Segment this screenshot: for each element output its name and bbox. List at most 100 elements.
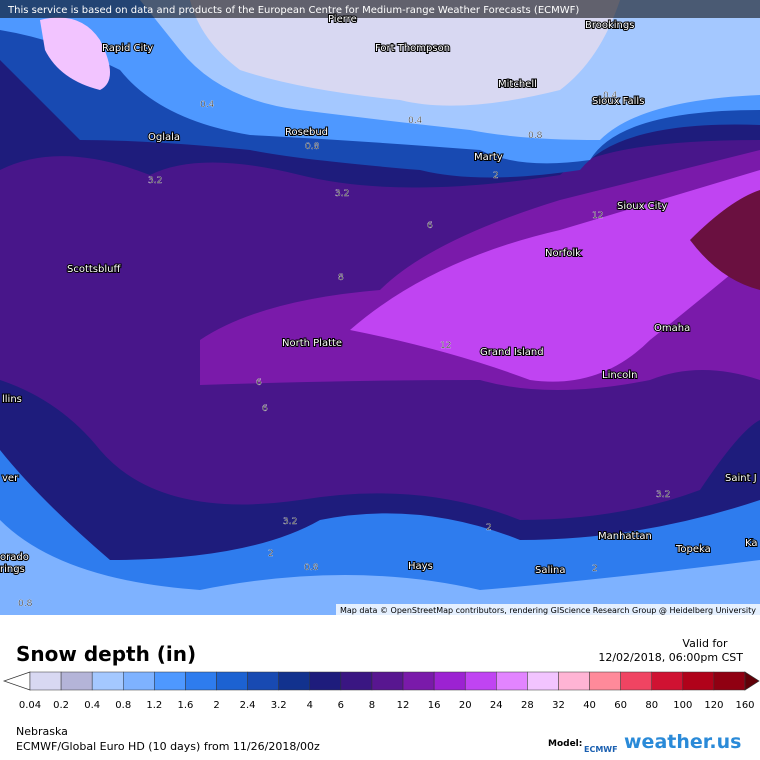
brand: weather.us xyxy=(624,731,741,753)
colorbar-swatch xyxy=(713,671,746,691)
contour-labels: 0.4 0.4 0.8 0.8 2 3.2 6 12 8 12 6 6 3.2 … xyxy=(18,91,671,609)
colorbar-label: 4 xyxy=(307,700,313,711)
band-16 xyxy=(350,170,760,382)
contour-label: 12 xyxy=(592,211,603,221)
colorbar-swatch xyxy=(620,671,652,691)
colorbar: 0.04 0.2 0.4 0.8 1.2 1.6 2 2.4 3.2 4 6 8 12 16 20 24 28 3… xyxy=(2,671,760,711)
contour-label: 0.8 xyxy=(18,599,33,609)
band-0 xyxy=(190,0,620,106)
colorbar-swatch xyxy=(278,671,311,691)
colorbar-label: 0.2 xyxy=(53,700,69,711)
city: Lincoln xyxy=(602,370,637,381)
colorbar-label: 28 xyxy=(521,700,534,711)
colorbar-label: 2 xyxy=(213,700,219,711)
colorbar-swatch xyxy=(29,671,62,691)
city: Sioux City xyxy=(617,201,667,212)
city: Pierre xyxy=(328,14,357,25)
city: Salina xyxy=(535,565,566,576)
colorbar-swatch xyxy=(527,671,559,691)
city: orado xyxy=(0,552,29,563)
model-label: Model: xyxy=(548,739,582,749)
colorbar-swatch xyxy=(340,671,373,691)
colorbar-swatch xyxy=(433,671,466,691)
notice: This service is based on data and produc… xyxy=(7,5,579,16)
city: Grand Island xyxy=(480,347,544,358)
city: Brookings xyxy=(585,20,634,31)
colorbar-swatch xyxy=(123,671,155,691)
region: Nebraska xyxy=(16,725,68,738)
attribution: Map data © OpenStreetMap contributors, r… xyxy=(340,606,756,615)
band-s04 xyxy=(0,520,760,615)
colorbar-swatch xyxy=(154,671,186,691)
colorbar-swatch xyxy=(589,671,621,691)
attribution-bg xyxy=(336,604,760,615)
colorbar-label: 100 xyxy=(673,700,692,711)
colorbar-label: 2.4 xyxy=(240,700,256,711)
blob-rapid xyxy=(40,17,110,90)
colorbar-swatch xyxy=(651,671,684,691)
contour-label: 0.8 xyxy=(304,563,319,573)
colorbar-swatch xyxy=(247,671,279,691)
city-labels: Pierre Brookings Rapid City Fort Thompso… xyxy=(0,13,759,577)
city: Marty xyxy=(474,152,503,163)
contour-label: 2 xyxy=(592,564,598,574)
city: Hays xyxy=(408,561,433,572)
city: llins xyxy=(2,394,22,405)
city: North Platte xyxy=(282,338,342,349)
contour-label: 2 xyxy=(486,523,492,533)
contour-label: 3.2 xyxy=(335,189,349,199)
city: Rosebud xyxy=(285,127,328,138)
colorbar-swatch xyxy=(682,671,715,691)
colorbar-label: 80 xyxy=(645,700,658,711)
colorbar-label: 8 xyxy=(369,700,375,711)
colorbar-label: 0.8 xyxy=(115,700,131,711)
model-name: ECMWF xyxy=(584,745,618,754)
colorbar-label: 1.6 xyxy=(177,700,193,711)
contour-label: 2 xyxy=(268,549,274,559)
colorbar-label: 24 xyxy=(490,700,503,711)
colorbar-arrow-left xyxy=(2,671,31,691)
colorbar-label: 120 xyxy=(704,700,723,711)
city: Norfolk xyxy=(545,248,581,259)
contour-label: 0.8 xyxy=(305,142,320,152)
colorbar-swatch xyxy=(309,671,342,691)
city: Oglala xyxy=(148,132,180,143)
city: Fort Thompson xyxy=(375,43,450,54)
contour-label: 3.2 xyxy=(283,517,297,527)
colorbar-label: 16 xyxy=(428,700,441,711)
valid-label: Valid for xyxy=(682,637,728,650)
contour-label: 3.2 xyxy=(656,490,670,500)
colorbar-label: 12 xyxy=(397,700,410,711)
colorbar-label: 160 xyxy=(735,700,754,711)
model-run: ECMWF/Global Euro HD (10 days) from 11/2… xyxy=(16,740,320,753)
city: Ka xyxy=(745,538,758,549)
contour-label: 6 xyxy=(427,221,433,231)
colorbar-swatch xyxy=(464,671,497,691)
colorbar-swatch xyxy=(496,671,528,691)
colorbar-label: 0.4 xyxy=(84,700,100,711)
contour-label: 3.2 xyxy=(148,176,162,186)
contour-label: 0.4 xyxy=(603,91,618,101)
city: Scottsbluff xyxy=(67,264,121,275)
legend-title: Snow depth (in) xyxy=(16,642,196,666)
city: Sioux Falls xyxy=(592,96,644,107)
contour-label: 2 xyxy=(493,171,499,181)
colorbar-label: 40 xyxy=(583,700,596,711)
city: Omaha xyxy=(654,323,690,334)
city: ver xyxy=(2,473,19,484)
band-s1 xyxy=(0,450,760,615)
colorbar-arrow-right xyxy=(744,671,760,691)
band-high xyxy=(690,190,760,290)
colorbar-swatch xyxy=(91,671,124,691)
contour-label: 0.4 xyxy=(408,116,423,126)
city: Saint J xyxy=(725,473,757,484)
notice-bar xyxy=(0,0,760,18)
city: Rapid City xyxy=(102,43,153,54)
colorbar-swatch xyxy=(60,671,93,691)
contour-label: 12 xyxy=(440,341,451,351)
colorbar-swatch xyxy=(371,671,404,691)
map: This service is based on data and produc… xyxy=(0,0,760,615)
contour-label: 6 xyxy=(256,378,262,388)
